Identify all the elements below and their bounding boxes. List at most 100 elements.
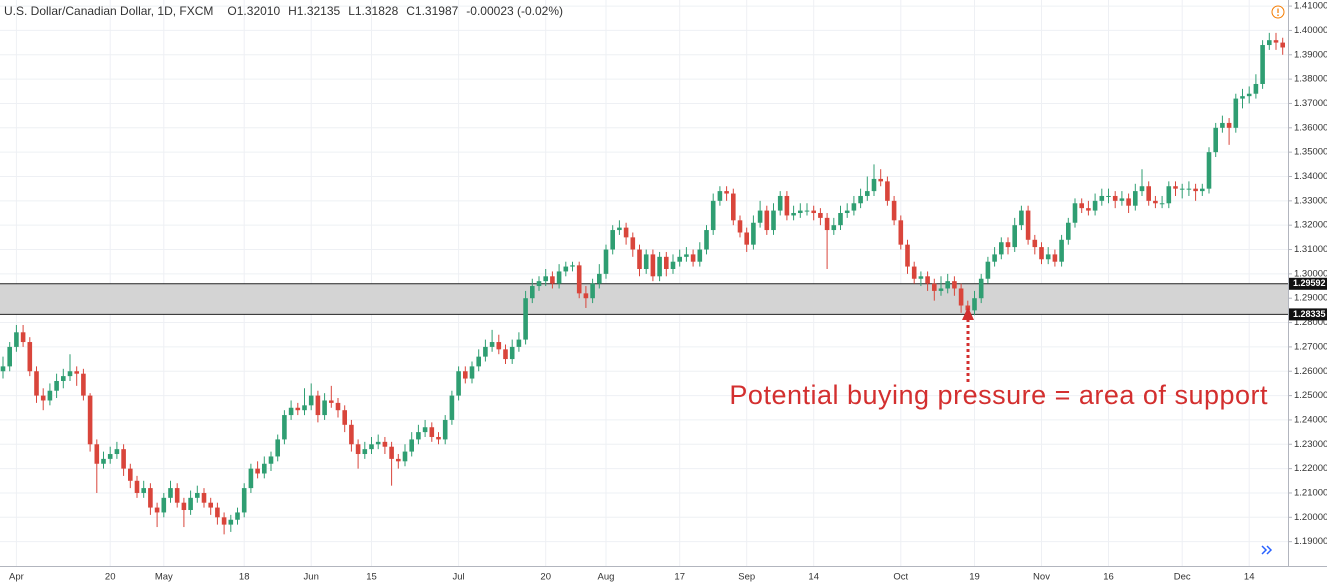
- candle-body: [1146, 186, 1151, 201]
- candle-body: [1012, 225, 1017, 248]
- y-tick-label: 1.29000: [1294, 293, 1327, 304]
- ohlc-value: O1.32010: [227, 4, 281, 18]
- candle-body: [382, 441, 388, 447]
- candle-body: [771, 210, 776, 231]
- y-tick-label: 1.26000: [1294, 366, 1327, 377]
- candle-body: [1179, 188, 1185, 190]
- candle-body: [831, 225, 837, 231]
- x-tick-label: 15: [366, 572, 377, 583]
- candle-body: [148, 488, 153, 508]
- candle-body: [550, 276, 555, 284]
- x-tick-label: 14: [1244, 572, 1255, 583]
- price-label-box: [1289, 308, 1327, 321]
- candle-body: [329, 400, 334, 403]
- candle-body: [161, 497, 167, 513]
- y-tick-label: 1.39000: [1294, 49, 1327, 60]
- legend-header: U.S. Dollar/Canadian Dollar, 1D, FXCM O1…: [4, 4, 563, 18]
- candle-body: [208, 502, 213, 508]
- candle-body: [509, 346, 515, 360]
- candle-body: [1186, 188, 1192, 190]
- candle-body: [154, 507, 160, 513]
- candle-body: [1059, 239, 1064, 262]
- candle-body: [523, 298, 528, 340]
- candle-body: [1119, 198, 1125, 201]
- candle-body: [1220, 122, 1225, 128]
- alert-icon[interactable]: [1271, 5, 1285, 19]
- candle-body: [389, 446, 394, 459]
- candle-body: [677, 256, 682, 262]
- candle-body: [576, 265, 582, 294]
- candle-body: [724, 191, 729, 194]
- candle-body: [1066, 222, 1071, 240]
- candle-body: [282, 415, 287, 440]
- y-tick-label: 1.36000: [1294, 122, 1327, 133]
- candle-body: [1193, 188, 1198, 192]
- candle-body: [1086, 208, 1091, 211]
- candle-body: [1019, 210, 1024, 226]
- candle-body: [402, 451, 408, 462]
- candle-body: [174, 488, 180, 503]
- candle-body: [1233, 98, 1239, 128]
- candle-body: [972, 298, 977, 311]
- x-tick-label: 17: [674, 572, 685, 583]
- y-tick-label: 1.22000: [1294, 463, 1327, 474]
- y-tick-label: 1.19000: [1294, 536, 1327, 547]
- candle-body: [40, 395, 46, 401]
- candle-body: [1166, 186, 1172, 204]
- candle-body: [999, 242, 1004, 255]
- candle-body: [1206, 152, 1212, 189]
- support-zone: [0, 283, 1288, 315]
- candle-body: [67, 371, 73, 377]
- x-tick-label: 20: [540, 572, 551, 583]
- candle-body: [590, 283, 595, 299]
- candle-body: [442, 419, 448, 440]
- candle-body: [215, 507, 220, 518]
- candle-body: [262, 463, 267, 474]
- y-tick-label: 1.34000: [1294, 171, 1327, 182]
- candle-body: [516, 339, 522, 347]
- candle-body: [134, 480, 140, 493]
- price-label-box: [1289, 277, 1327, 290]
- candle-body: [362, 449, 368, 455]
- candle-body: [47, 390, 53, 401]
- symbol-title: U.S. Dollar/Canadian Dollar, 1D, FXCM: [4, 4, 214, 18]
- ohlc-value: L1.31828: [348, 4, 399, 18]
- y-tick-label: 1.28000: [1294, 317, 1327, 328]
- candle-body: [128, 468, 133, 481]
- candle-body: [717, 191, 723, 201]
- y-tick-label: 1.25000: [1294, 390, 1327, 401]
- candle-body: [456, 371, 461, 396]
- candle-body: [1226, 122, 1232, 128]
- candle-body: [34, 371, 39, 396]
- candle-body: [697, 249, 703, 262]
- candle-body: [14, 332, 19, 347]
- candle-body: [670, 261, 676, 270]
- candle-body: [302, 405, 307, 411]
- candle-body: [496, 342, 502, 350]
- ohlc-value: C1.31987: [406, 4, 459, 18]
- candle-body: [483, 346, 488, 357]
- candle-body: [838, 213, 843, 226]
- candle-body: [751, 222, 756, 245]
- y-tick-label: 1.40000: [1294, 25, 1327, 36]
- candle-body: [784, 195, 790, 216]
- x-tick-label: May: [155, 572, 173, 583]
- candle-body: [992, 254, 997, 262]
- scroll-right-button[interactable]: [1261, 545, 1273, 555]
- candle-body: [114, 449, 120, 455]
- x-tick-label: Oct: [893, 572, 908, 583]
- candle-body: [858, 195, 863, 204]
- candle-body: [623, 227, 629, 238]
- candle-body: [449, 395, 455, 420]
- candle-body: [932, 283, 937, 291]
- candle-body: [503, 349, 508, 360]
- x-tick-label: 20: [105, 572, 116, 583]
- candle-body: [436, 436, 441, 440]
- candle-body: [1045, 254, 1051, 260]
- candle-body: [1052, 254, 1058, 262]
- candle-body: [275, 439, 280, 457]
- candle-body: [731, 193, 736, 221]
- candle-body: [241, 488, 247, 513]
